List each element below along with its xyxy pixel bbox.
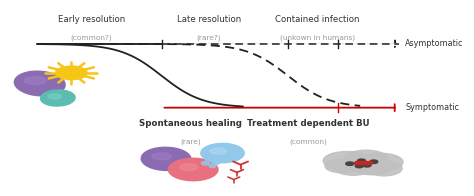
Text: Treatment dependent BU: Treatment dependent BU <box>247 119 370 128</box>
Circle shape <box>363 163 371 167</box>
Text: Early resolution: Early resolution <box>58 15 125 24</box>
Circle shape <box>346 162 354 165</box>
Text: Asymptomatic: Asymptomatic <box>405 39 464 48</box>
Ellipse shape <box>24 77 46 84</box>
Ellipse shape <box>201 143 244 163</box>
Ellipse shape <box>168 158 218 181</box>
Text: (common): (common) <box>289 139 327 145</box>
Text: Contained infection: Contained infection <box>275 15 360 24</box>
Ellipse shape <box>152 153 172 160</box>
Circle shape <box>205 157 215 161</box>
Text: Late resolution: Late resolution <box>177 15 241 24</box>
Text: Spontaneous healing: Spontaneous healing <box>139 119 242 128</box>
Circle shape <box>370 160 378 163</box>
Ellipse shape <box>335 160 373 175</box>
Ellipse shape <box>48 94 62 99</box>
Ellipse shape <box>40 90 75 106</box>
Text: (common?): (common?) <box>71 34 112 41</box>
Ellipse shape <box>14 71 65 96</box>
Ellipse shape <box>325 159 359 173</box>
Text: (rare?): (rare?) <box>197 34 221 41</box>
Text: (rare): (rare) <box>181 139 201 145</box>
Text: Symptomatic: Symptomatic <box>405 103 459 112</box>
Ellipse shape <box>141 147 191 171</box>
Circle shape <box>355 164 364 168</box>
Ellipse shape <box>352 159 392 175</box>
Ellipse shape <box>180 164 198 171</box>
Text: (unkown in humans): (unkown in humans) <box>280 34 355 41</box>
Circle shape <box>209 164 216 168</box>
Ellipse shape <box>358 153 403 171</box>
Circle shape <box>212 161 220 164</box>
Circle shape <box>201 162 210 165</box>
Ellipse shape <box>55 66 87 80</box>
Ellipse shape <box>345 150 388 168</box>
Ellipse shape <box>210 148 226 154</box>
Circle shape <box>357 159 365 162</box>
Ellipse shape <box>323 152 370 170</box>
Ellipse shape <box>366 161 402 176</box>
